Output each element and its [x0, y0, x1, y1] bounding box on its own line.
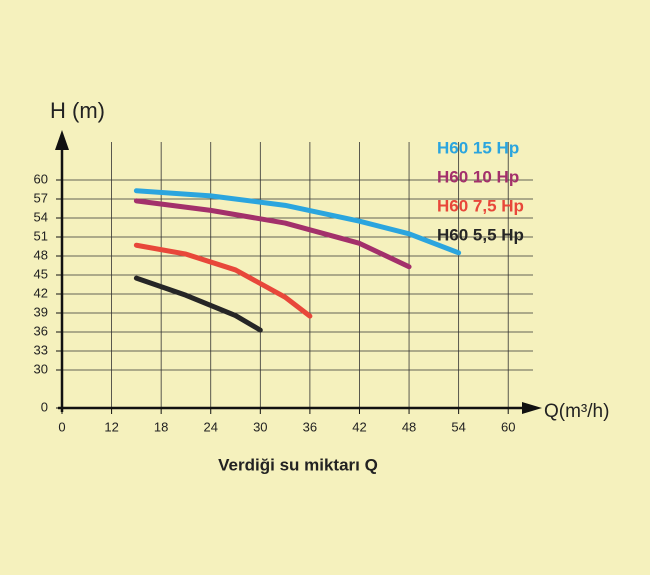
- y-tick-label: 45: [34, 266, 48, 281]
- y-axis-arrow: [55, 130, 69, 150]
- legend-label: H60 15 Hp: [437, 138, 519, 157]
- y-axis-label: H (m): [50, 98, 105, 123]
- x-tick-label: 24: [204, 419, 218, 434]
- y-tick-label: 33: [34, 342, 48, 357]
- data-line: [133, 188, 462, 256]
- x-tick-label: 54: [451, 419, 465, 434]
- x-axis-arrow: [522, 402, 542, 414]
- x-tick-label: 60: [501, 419, 515, 434]
- data-line: [133, 198, 412, 270]
- x-tick-label: 48: [402, 419, 416, 434]
- x-tick-label: 12: [104, 419, 118, 434]
- data-line: [133, 242, 313, 319]
- y-tick-label: 57: [34, 190, 48, 205]
- y-tick-label: 42: [34, 285, 48, 300]
- y-tick-label: 48: [34, 247, 48, 262]
- x-tick-label: 18: [154, 419, 168, 434]
- y-tick-label: 30: [34, 361, 48, 376]
- x-axis-label: Q(m³/h): [544, 401, 609, 422]
- legend-label: H60 5,5 Hp: [437, 225, 524, 244]
- x-tick-label: 42: [352, 419, 366, 434]
- y-tick-label: 0: [41, 399, 48, 414]
- y-tick-label: 36: [34, 323, 48, 338]
- data-line: [133, 275, 263, 333]
- y-tick-label: 39: [34, 304, 48, 319]
- y-tick-label: 54: [34, 209, 48, 224]
- legend-label: H60 7,5 Hp: [437, 196, 524, 215]
- x-tick-label: 36: [303, 419, 317, 434]
- y-tick-label: 60: [34, 171, 48, 186]
- legend-label: H60 10 Hp: [437, 167, 519, 186]
- y-tick-label: 51: [34, 228, 48, 243]
- x-tick-label: 30: [253, 419, 267, 434]
- chart-title: Verdiği su miktarı Q: [218, 455, 378, 474]
- x-tick-label: 0: [58, 419, 65, 434]
